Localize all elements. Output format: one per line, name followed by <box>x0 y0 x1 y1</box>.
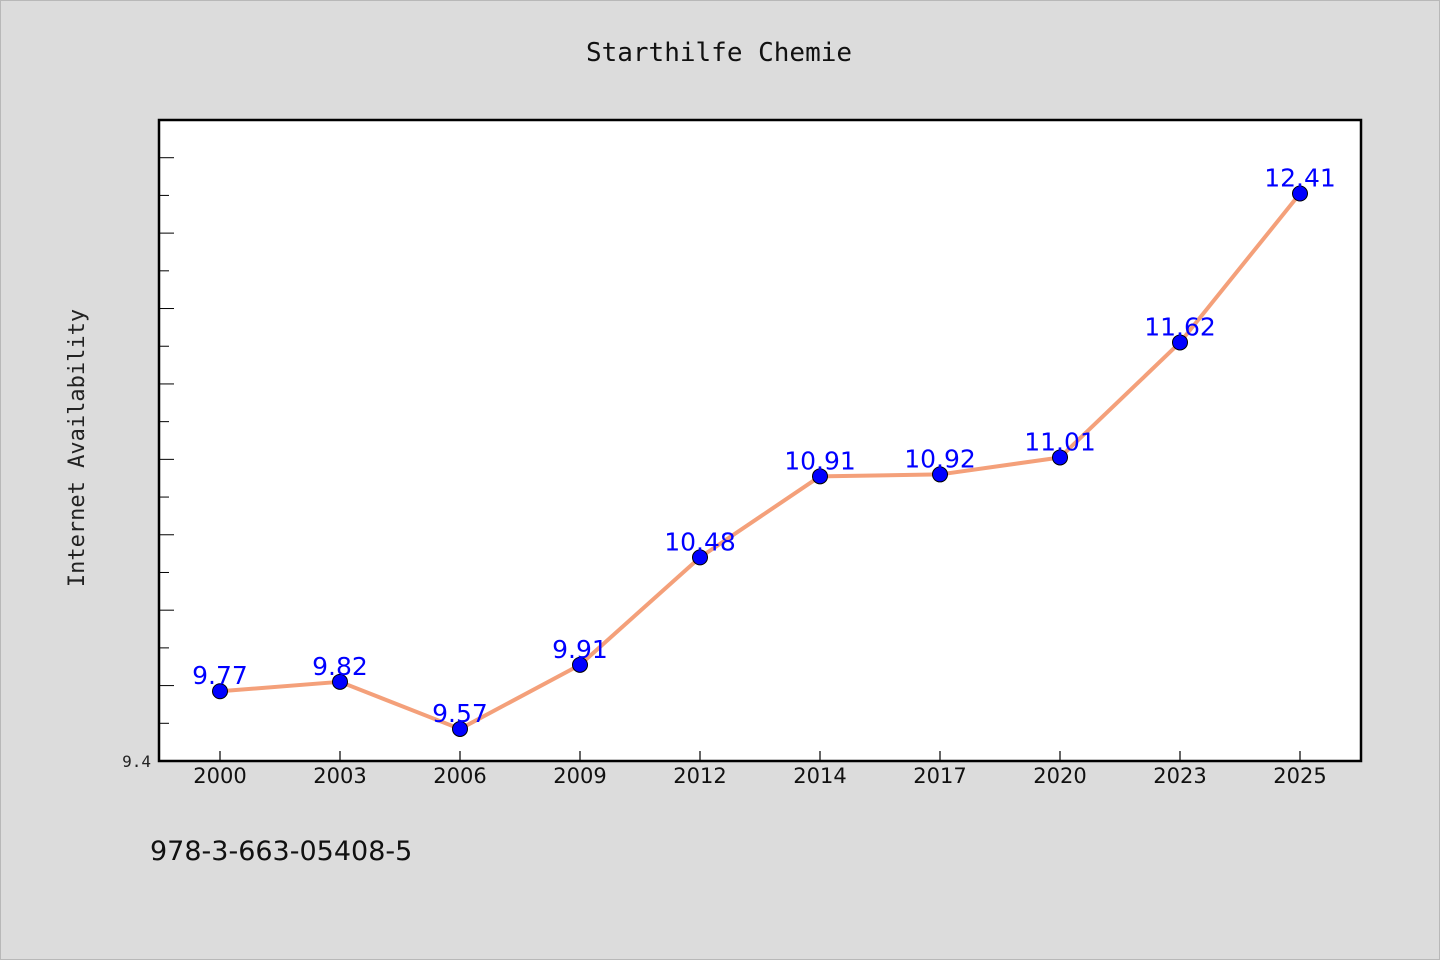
data-label: 10.92 <box>904 444 976 473</box>
data-point <box>812 468 828 485</box>
y-tick-label: 9.4 <box>122 752 151 771</box>
x-tick-label: 2003 <box>313 764 366 788</box>
chart-title: Starthilfe Chemie <box>586 38 852 68</box>
data-point <box>212 683 228 700</box>
data-point <box>1292 185 1308 202</box>
data-point <box>1052 449 1068 466</box>
x-tick-label: 2009 <box>553 764 606 788</box>
data-label: 9.91 <box>552 635 608 664</box>
data-label: 11.62 <box>1144 312 1216 341</box>
series-line <box>218 191 1302 731</box>
data-label: 12.41 <box>1264 164 1336 193</box>
x-axis-ticks: 2000 2003 2006 2009 2012 2014 2017 2020 2023 2025 <box>193 751 1327 788</box>
plot-border <box>157 118 1363 763</box>
data-point <box>932 466 948 483</box>
x-tick-label: 2023 <box>1153 764 1206 788</box>
data-label: 9.77 <box>192 661 248 690</box>
data-label: 11.01 <box>1024 427 1096 456</box>
x-tick-label: 2012 <box>673 764 726 788</box>
isbn-text: 978-3-663-05408-5 <box>150 836 413 867</box>
data-point <box>572 656 588 673</box>
series-layer <box>212 185 1308 737</box>
data-labels: 9.77 9.82 9.57 9.91 10.48 10.91 10.92 11.01 11.6… <box>192 164 1336 728</box>
data-point <box>452 720 468 737</box>
data-label: 10.48 <box>664 527 736 556</box>
x-tick-label: 2014 <box>793 764 846 788</box>
data-point <box>332 673 348 690</box>
x-tick-label: 2025 <box>1273 764 1326 788</box>
data-point <box>1172 334 1188 351</box>
data-point <box>692 549 708 566</box>
plot-area <box>159 120 1361 761</box>
x-tick-label: 2020 <box>1033 764 1086 788</box>
data-label: 9.82 <box>312 652 368 681</box>
data-label: 9.57 <box>432 699 488 728</box>
y-axis-label: Internet Availability <box>65 309 90 587</box>
x-tick-label: 2006 <box>433 764 486 788</box>
x-tick-label: 2000 <box>193 764 246 788</box>
x-tick-label: 2017 <box>913 764 966 788</box>
data-label: 10.91 <box>784 446 856 475</box>
